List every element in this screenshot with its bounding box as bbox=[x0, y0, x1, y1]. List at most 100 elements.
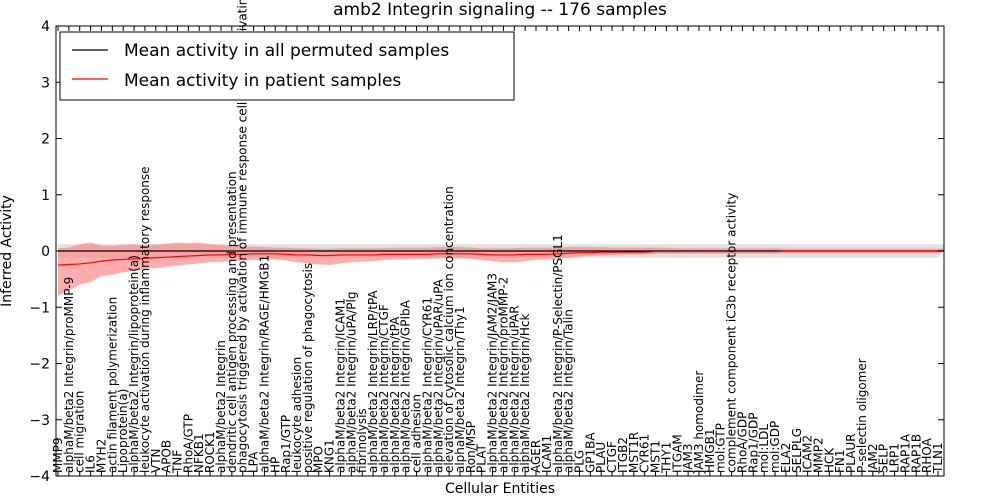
x-tick-label: LRP1 bbox=[888, 443, 902, 473]
x-tick-label: alphaM/beta2 Integrin/uPA/Plg bbox=[344, 292, 358, 473]
x-tick-label: CTGF bbox=[605, 441, 619, 473]
y-tick-label: −3 bbox=[29, 413, 50, 429]
x-tick-label: leukocyte adhesion bbox=[290, 357, 304, 473]
x-tick-label: RhoA/GDP bbox=[735, 412, 749, 473]
x-tick-label: alphaM/beta2 Integrin/Thy1 bbox=[453, 306, 467, 473]
x-tick-label: MST1R bbox=[627, 432, 641, 473]
x-tick-label: FN1 bbox=[833, 449, 847, 473]
x-tick-label: PLG bbox=[572, 450, 586, 473]
x-tick-label: Lipoprotein(a) bbox=[116, 389, 130, 473]
x-tick-label: SELP bbox=[877, 444, 891, 473]
x-tick-label: leukocyte activation during inflammatory… bbox=[138, 166, 152, 473]
x-tick-label: ITGAM bbox=[670, 434, 684, 473]
x-tick-label: cell migration bbox=[73, 391, 87, 473]
legend-label-patient: Mean activity in patient samples bbox=[124, 71, 401, 91]
x-tick-label: P-selectin oligomer bbox=[855, 358, 869, 473]
legend: Mean activity in all permuted samples Me… bbox=[59, 31, 515, 101]
x-tick-label: alphaM/beta2 Integrin/proMMP-9 bbox=[62, 277, 76, 473]
x-tick-label: MMP2 bbox=[811, 437, 825, 473]
x-tick-label: RAP1A bbox=[898, 433, 912, 473]
x-tick-label: Ron/MSP bbox=[464, 421, 478, 473]
x-tick-label: PLAT bbox=[475, 444, 489, 473]
x-tick-label: MPO bbox=[312, 446, 326, 473]
legend-box bbox=[59, 31, 515, 101]
x-tick-label: elevation of cytosolic calcium ion conce… bbox=[442, 186, 456, 473]
x-tick-label: VTN bbox=[149, 448, 163, 473]
x-tick-label: JAM3 homodimer bbox=[692, 371, 706, 474]
x-tick-label: alphaM/beta2 Integrin/ICAM1 bbox=[333, 298, 347, 473]
x-tick-label: alphaM/beta2 Integrin/RAGE/HMGB1 bbox=[257, 255, 271, 473]
x-tick-label: IL6 bbox=[84, 455, 98, 473]
x-tick-label: dendritic cell antigen processing and pr… bbox=[225, 171, 239, 473]
x-tick-label: mol:LDL bbox=[757, 424, 771, 473]
y-tick-label: 1 bbox=[41, 188, 50, 204]
x-tick-label: CYR61 bbox=[638, 434, 652, 473]
x-tick-label: JAM2 bbox=[866, 443, 880, 474]
y-axis-label: Inferred Activity bbox=[0, 195, 15, 307]
x-tick-label: APOB bbox=[160, 440, 174, 473]
x-tick-label: alphaM/beta2 Integrin/tPA bbox=[388, 316, 402, 473]
y-tick-label: −4 bbox=[29, 469, 50, 485]
x-tick-label: KNG1 bbox=[323, 439, 337, 473]
x-tick-label: cell adhesion bbox=[410, 394, 424, 473]
x-tick-label: TLN1 bbox=[931, 442, 945, 474]
x-tick-label: THY1 bbox=[659, 442, 673, 474]
x-tick-label: ITGB2 bbox=[616, 437, 630, 473]
y-axis: −4 −3 −2 −1 0 1 2 3 4 bbox=[29, 19, 944, 485]
x-tick-label: phagocytosis triggered by activation of … bbox=[236, 0, 250, 473]
x-tick-label: Rap1/GTP bbox=[279, 415, 293, 473]
x-tick-label: MST1 bbox=[649, 440, 663, 473]
x-tick-label: complement component iC3b receptor activ… bbox=[725, 193, 739, 473]
y-tick-label: 4 bbox=[41, 19, 50, 35]
x-tick-label: mol:GTP bbox=[714, 423, 728, 473]
chart-title: amb2 Integrin signaling -- 176 samples bbox=[333, 0, 667, 20]
y-tick-label: −1 bbox=[29, 300, 50, 316]
x-tick-label: SELPLG bbox=[790, 428, 804, 473]
legend-label-permuted: Mean activity in all permuted samples bbox=[124, 41, 449, 61]
x-tick-label: alphaM/beta2 Integrin/uPAR bbox=[507, 305, 521, 473]
x-tick-label: Rap1/GDP bbox=[746, 413, 760, 474]
x-tick-label: PLAU bbox=[594, 442, 608, 473]
x-tick-label: ROCK1 bbox=[203, 431, 217, 473]
x-tick-label: alphaM/beta2 Integrin/uPAR/uPA bbox=[431, 278, 445, 473]
lines-layer bbox=[57, 250, 944, 266]
x-tick-label: RHOA bbox=[920, 437, 934, 473]
x-tick-label: mol:GDP bbox=[768, 421, 782, 473]
x-tick-label: ICAM2 bbox=[801, 435, 815, 473]
x-axis-ticks bbox=[57, 26, 939, 476]
x-tick-label: alphaM/beta2 Integrin/CYR61 bbox=[420, 297, 434, 473]
x-tick-label: LPA bbox=[247, 451, 261, 473]
x-tick-label: ELA2 bbox=[779, 443, 793, 473]
y-tick-label: −2 bbox=[29, 357, 50, 373]
x-tick-label: ICAM1 bbox=[540, 435, 554, 473]
x-tick-label: RhoA/GTP bbox=[181, 414, 195, 473]
x-tick-label: GP1BA bbox=[583, 432, 597, 473]
x-tick-label: HP bbox=[268, 457, 282, 473]
x-tick-label: AGER bbox=[529, 440, 543, 473]
x-tick-label: TNF bbox=[171, 450, 185, 474]
x-axis-label: Cellular Entities bbox=[445, 481, 555, 497]
x-tick-label: alphaM/beta2 Integrin/P-Selectin/PSGL1 bbox=[551, 234, 565, 473]
y-tick-label: 3 bbox=[41, 75, 50, 91]
x-tick-label: HCK bbox=[822, 447, 836, 473]
x-tick-label: HMGB1 bbox=[703, 428, 717, 473]
x-tick-label: alphaM/beta2 Integrin/Talin bbox=[562, 309, 576, 473]
y-tick-label: 0 bbox=[41, 244, 50, 260]
x-tick-label: MYH2 bbox=[94, 439, 108, 473]
x-tick-label: positive regulation of phagocytosis bbox=[301, 263, 315, 473]
x-tick-label: RAP1B bbox=[909, 434, 923, 473]
x-tick-label: alphaM/beta2 Integrin/CTGF bbox=[377, 304, 391, 473]
x-tick-label: alphaM/beta2 Integrin/Hck bbox=[518, 313, 532, 473]
x-tick-label: alphaM/beta2 Integrin/proMMP-2 bbox=[496, 277, 510, 473]
x-tick-label: fibrinolysis bbox=[355, 408, 369, 473]
patient-band bbox=[58, 242, 944, 296]
x-tick-label: alphaM/beta2 Integrin/lipoprotein(a) bbox=[127, 255, 141, 473]
x-tick-label: alphaM/beta2 Integrin/LRP/tPA bbox=[366, 290, 380, 473]
x-tick-label: actin filament polymerization bbox=[105, 297, 119, 473]
x-tick-label: JAM3 bbox=[681, 443, 695, 474]
x-tick-label: alphaM/beta2 Integrin/GPIbA bbox=[399, 299, 413, 473]
x-tick-label: PLAUR bbox=[844, 433, 858, 473]
x-tick-label: NFKB1 bbox=[192, 433, 206, 473]
